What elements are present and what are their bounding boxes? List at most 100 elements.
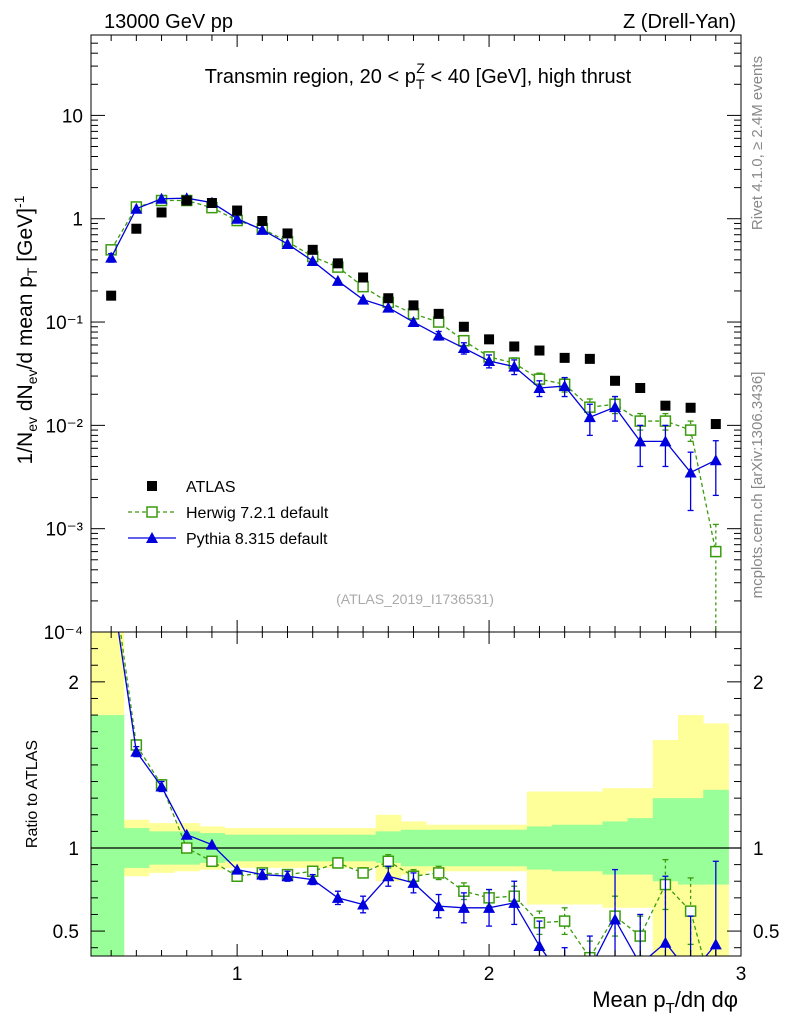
main-axis-ticks: 10 1 10⁻¹ 10⁻² 10⁻³ 10⁻⁴ [44,34,742,644]
data-point-pythia [609,401,622,413]
data-point-atlas [383,293,394,304]
header-left: 13000 GeV pp [104,11,233,33]
ratio-point-herwig [558,915,571,927]
band-stat [678,798,704,885]
data-point-pythia [583,411,596,423]
ratio-y-tick-label: 0.5 [53,922,79,943]
ratio-point-pythia [584,963,596,974]
data-point-atlas [358,272,369,283]
data-point-atlas [635,382,646,393]
band-stat [652,798,679,882]
main-y-tick-label: 10⁻¹ [46,313,84,334]
x-axis-label: Mean pT/dη dφ [592,987,738,1017]
ratio-x-tick-label: 2 [484,964,495,985]
data-point-pythia [634,435,647,447]
data-point-pythia [483,354,496,366]
data-point-atlas [458,321,469,332]
ratio-y-tick-label-right: 1 [753,839,764,860]
data-point-pythia [659,435,672,447]
ratio-point-herwig [106,561,116,571]
ratio-x-tick-label: 1 [232,964,243,985]
ratio-point-pythia [155,780,168,792]
ratio-point-pythia [457,901,470,913]
ratio-bands [91,632,729,956]
data-point-atlas [332,258,343,269]
data-point-herwig [710,545,722,558]
ratio-point-herwig [382,855,395,868]
data-point-pythia [281,237,294,249]
data-point-pythia [533,381,546,393]
ratio-point-pythia [105,576,117,587]
ratio-point-pythia [130,745,143,757]
ratio-point-pythia [685,968,697,979]
data-point-pythia [508,360,521,372]
ratio-point-pythia [331,891,344,903]
ratio-x-tick-label: 3 [736,964,747,985]
ratio-point-herwig [206,855,218,868]
data-point-pythia [407,316,420,328]
analysis-tag: (ATLAS_2019_I1736531) [336,591,494,607]
ratio-point-pythia [306,873,319,885]
ratio-point-pythia [432,900,445,912]
data-point-atlas [181,195,192,206]
series-line-pythia [110,197,717,474]
ratio-y-label: Ratio to ATLAS [24,740,41,848]
svg-text:1/Nev dNev/d mean pT [GeV]-1: 1/Nev dNev/d mean pT [GeV]-1 [11,195,40,464]
data-point-herwig [634,415,646,427]
data-point-atlas [408,300,419,311]
legend-marker-pythia [146,532,158,543]
ratio-point-pythia [659,936,672,948]
data-point-atlas [156,207,167,218]
main-data-layer [105,192,722,632]
data-point-pythia [709,454,722,466]
data-point-atlas [433,308,444,319]
data-point-pythia [382,301,395,313]
ratio-point-pythia [180,828,193,840]
ratio-line-pythia [117,632,717,956]
main-y-tick-label: 10⁻⁴ [44,623,83,644]
ratio-point-pythia [231,863,244,875]
data-point-atlas [610,375,621,386]
ratio-data-layer [105,561,722,986]
data-point-pythia [432,329,445,341]
data-point-atlas [559,352,570,363]
ratio-point-pythia [357,898,370,910]
main-y-tick-label: 10⁻² [46,416,84,437]
data-point-atlas [307,244,318,255]
side-label-rivet: Rivet 4.1.0, ≥ 2.4M events [749,56,766,230]
band-stat [91,715,125,956]
data-point-pythia [684,466,697,478]
data-point-atlas [710,419,721,430]
data-point-pythia [155,192,168,204]
data-point-pythia [331,274,344,286]
ratio-point-pythia [559,975,571,986]
data-point-atlas [282,228,293,239]
ratio-point-pythia [609,913,622,925]
ratio-point-herwig [332,857,344,869]
ratio-point-pythia [634,958,646,969]
ratio-point-herwig [432,867,445,879]
data-point-herwig [684,424,697,436]
header-right: Z (Drell-Yan) [623,11,736,33]
ratio-point-pythia [483,901,496,913]
ratio-point-pythia [382,870,395,882]
ratio-point-herwig [684,905,697,917]
data-point-atlas [257,216,268,227]
data-point-pythia [231,212,244,224]
main-y-tick-label: 10 [62,106,83,127]
ratio-point-pythia [256,868,269,880]
ratio-point-pythia [508,896,521,908]
ratio-point-pythia [205,838,218,850]
data-point-pythia [256,223,269,235]
ratio-y-tick-label: 2 [68,673,79,694]
ratio-point-pythia [533,940,546,952]
data-point-pythia [457,342,470,354]
ratio-point-herwig [357,867,369,879]
data-point-atlas [685,402,696,413]
legend-label-herwig: Herwig 7.2.1 default [186,505,329,522]
data-point-atlas [584,353,595,364]
data-point-atlas [534,345,545,356]
side-label-mcplots: mcplots.cern.ch [arXiv:1306.3436] [749,372,766,599]
ratio-point-pythia [407,876,420,888]
data-point-herwig [357,280,369,293]
